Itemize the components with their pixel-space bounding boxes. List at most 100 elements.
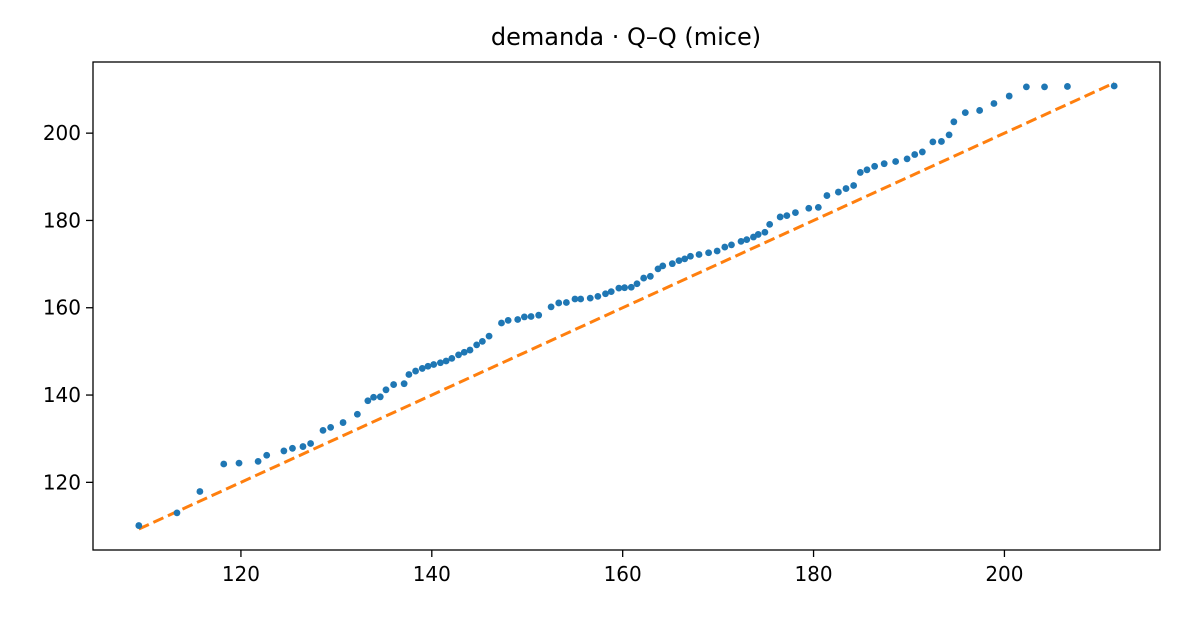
qq-point bbox=[823, 192, 831, 199]
qq-point bbox=[705, 249, 712, 257]
qq-point bbox=[976, 107, 984, 114]
reference-line-layer bbox=[138, 81, 1115, 531]
qq-point bbox=[850, 182, 858, 189]
qq-point bbox=[834, 188, 842, 196]
qq-point bbox=[299, 443, 307, 450]
qq-point bbox=[607, 288, 615, 295]
qq-point bbox=[1064, 83, 1071, 90]
qq-point bbox=[263, 451, 271, 459]
qq-point bbox=[990, 100, 998, 107]
qq-point bbox=[675, 257, 683, 265]
qq-point bbox=[695, 251, 703, 258]
qq-point bbox=[871, 162, 879, 170]
qq-point bbox=[766, 220, 774, 228]
y-tick-label: 160 bbox=[43, 296, 81, 320]
qq-point bbox=[615, 284, 623, 292]
qq-point bbox=[520, 313, 528, 321]
qq-point bbox=[527, 313, 535, 320]
qq-point bbox=[938, 138, 945, 145]
qq-point bbox=[353, 410, 361, 418]
qq-point bbox=[339, 419, 347, 426]
qq-point bbox=[863, 166, 871, 174]
y-tick-label: 200 bbox=[43, 121, 81, 145]
qq-point bbox=[754, 231, 762, 238]
qq-point bbox=[436, 359, 444, 367]
qq-point bbox=[668, 260, 676, 268]
qq-point bbox=[412, 367, 419, 375]
qq-point bbox=[918, 148, 926, 156]
qq-point bbox=[1022, 83, 1030, 91]
qq-point bbox=[1110, 82, 1118, 90]
qq-point bbox=[728, 241, 735, 249]
qq-point bbox=[586, 294, 594, 302]
qq-point bbox=[721, 243, 729, 251]
qq-point bbox=[713, 247, 721, 255]
qq-point bbox=[903, 155, 911, 163]
qq-point bbox=[547, 303, 555, 311]
qq-point bbox=[307, 440, 314, 447]
qq-point bbox=[792, 209, 799, 216]
qq-point bbox=[400, 380, 408, 388]
qq-point bbox=[577, 295, 585, 303]
qq-point bbox=[473, 341, 481, 349]
qq-point bbox=[289, 444, 296, 452]
qq-point bbox=[235, 459, 243, 467]
qq-point bbox=[776, 213, 784, 221]
qq-point bbox=[455, 351, 462, 359]
qq-point bbox=[646, 272, 654, 280]
qq-point bbox=[814, 203, 822, 211]
axes-frame bbox=[92, 61, 1161, 551]
qq-point bbox=[950, 118, 958, 126]
x-axis: 120 140 160 180 200 bbox=[222, 550, 1024, 586]
qq-point bbox=[856, 169, 864, 176]
qq-point bbox=[627, 283, 635, 291]
qq-point bbox=[681, 255, 689, 263]
qq-point bbox=[880, 160, 888, 168]
qq-point bbox=[280, 447, 288, 455]
qq-point bbox=[929, 138, 937, 146]
qq-point bbox=[571, 295, 579, 303]
qq-point bbox=[687, 252, 694, 260]
qq-point bbox=[220, 460, 228, 468]
y-tick-label: 140 bbox=[43, 383, 81, 407]
qq-point bbox=[448, 354, 456, 362]
qq-point bbox=[535, 311, 543, 319]
x-tick-label: 180 bbox=[794, 562, 832, 586]
points-layer bbox=[135, 82, 1118, 529]
y-tick-label: 180 bbox=[43, 208, 81, 232]
qq-point bbox=[805, 204, 813, 212]
qq-point bbox=[424, 362, 432, 370]
qq-point bbox=[1041, 83, 1048, 91]
y-axis: 120 140 160 180 200 bbox=[43, 121, 93, 494]
qq-point bbox=[504, 317, 512, 324]
qq-point bbox=[761, 228, 769, 236]
qq-point bbox=[466, 346, 474, 354]
qq-point bbox=[430, 361, 438, 368]
qq-point bbox=[621, 284, 628, 292]
qq-point bbox=[376, 393, 384, 401]
qq-point bbox=[842, 185, 850, 192]
qq-point bbox=[418, 365, 426, 372]
qq-point bbox=[327, 423, 335, 431]
qq-point bbox=[498, 319, 505, 327]
qq-point bbox=[743, 236, 751, 244]
qq-point bbox=[555, 299, 563, 307]
qq-point bbox=[737, 237, 745, 245]
qq-point bbox=[460, 348, 468, 356]
qq-point bbox=[135, 522, 143, 529]
x-tick-label: 140 bbox=[413, 562, 451, 586]
x-tick-label: 200 bbox=[985, 562, 1023, 586]
qq-point bbox=[514, 316, 522, 323]
qq-point bbox=[405, 371, 413, 378]
qq-point bbox=[370, 393, 377, 401]
qq-point bbox=[911, 151, 919, 158]
qq-point bbox=[961, 109, 969, 117]
chart-title: demanda · Q–Q (mice) bbox=[491, 23, 761, 51]
qq-point bbox=[173, 509, 181, 517]
qq-point bbox=[892, 158, 900, 165]
qq-point bbox=[659, 262, 667, 270]
qq-point bbox=[783, 212, 791, 220]
qq-point bbox=[478, 337, 486, 345]
y-tick-label: 120 bbox=[43, 470, 81, 494]
